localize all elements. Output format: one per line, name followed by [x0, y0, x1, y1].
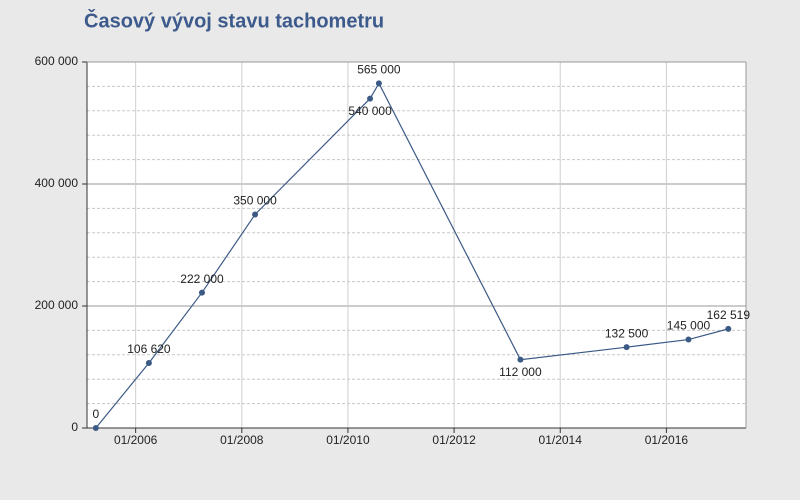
data-point — [145, 359, 152, 366]
data-label: 162 519 — [707, 308, 751, 322]
chart-title: Časový vývoj stavu tachometru — [84, 8, 384, 32]
data-label: 540 000 — [348, 104, 392, 118]
data-label: 222 000 — [180, 272, 224, 286]
x-tick-label: 01/2006 — [114, 433, 158, 447]
x-tick-label: 01/2016 — [645, 433, 689, 447]
data-label: 145 000 — [667, 319, 711, 333]
data-label: 0 — [93, 407, 100, 421]
y-tick-label: 200 000 — [35, 298, 79, 312]
x-tick-label: 01/2012 — [432, 433, 476, 447]
y-tick-label: 400 000 — [35, 176, 79, 190]
data-label: 565 000 — [357, 63, 401, 77]
data-point — [252, 211, 259, 218]
data-point — [375, 80, 382, 87]
data-label: 350 000 — [233, 194, 277, 208]
x-tick-label: 01/2008 — [220, 433, 264, 447]
data-label: 112 000 — [499, 365, 542, 379]
data-point — [92, 425, 99, 431]
data-label: 132 500 — [605, 326, 649, 340]
data-point — [367, 95, 374, 102]
series-line — [95, 82, 729, 429]
data-point — [725, 325, 732, 332]
x-tick-label: 01/2014 — [539, 433, 583, 447]
y-tick-label: 0 — [71, 420, 78, 434]
data-point — [517, 356, 524, 363]
data-point — [623, 344, 630, 351]
data-point — [198, 289, 205, 296]
plot-area — [87, 62, 746, 428]
data-label: 106 620 — [127, 342, 171, 356]
x-tick-label: 01/2010 — [326, 433, 370, 447]
y-tick-label: 600 000 — [35, 54, 79, 68]
data-point — [685, 336, 692, 343]
